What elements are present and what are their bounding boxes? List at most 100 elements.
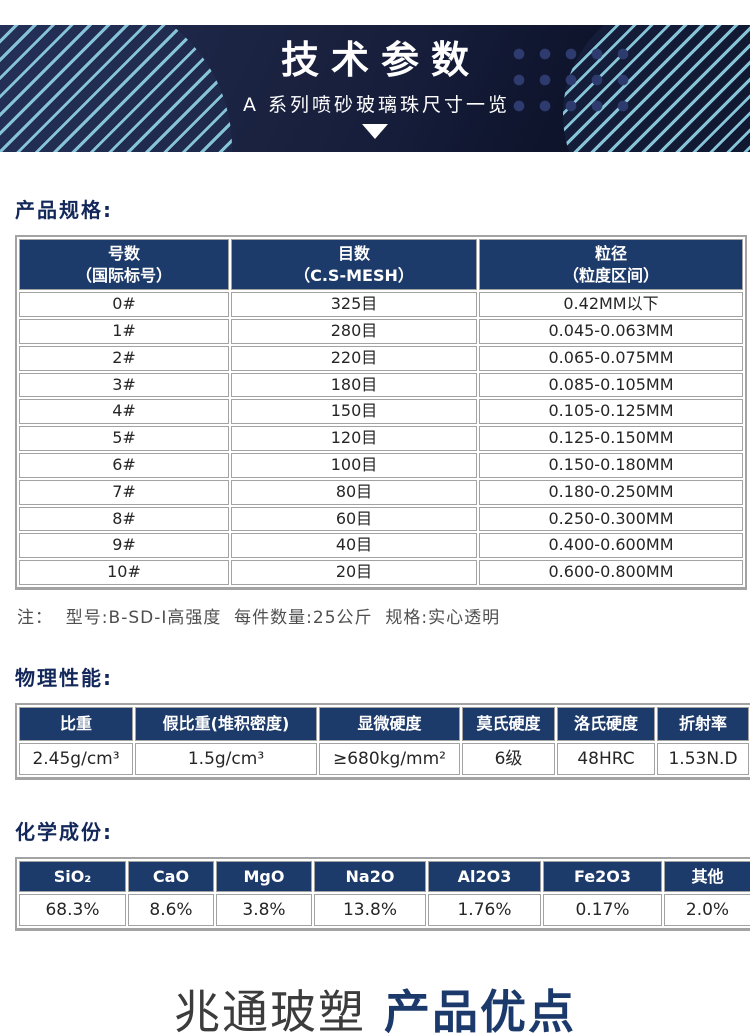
table-cell: 1# bbox=[19, 318, 229, 344]
table-cell: 80目 bbox=[231, 479, 477, 505]
table-cell: 150目 bbox=[231, 399, 477, 425]
table-row: 10# 20目 0.600-0.800MM bbox=[19, 560, 743, 585]
table-cell: 120目 bbox=[231, 426, 477, 451]
table-cell: 2.0% bbox=[664, 894, 750, 927]
table-cell: 1.76% bbox=[428, 894, 541, 927]
table-cell: 325目 bbox=[231, 292, 477, 317]
table-cell: 0# bbox=[19, 292, 229, 317]
table-cell: 0.17% bbox=[543, 894, 662, 927]
table-cell: 13.8% bbox=[314, 894, 426, 927]
table-row: 号数 （国际标号） 目数 （C.S-MESH） 粒径 （粒度区间） bbox=[19, 239, 743, 291]
table-row: 2.45g/cm³ 1.5g/cm³ ≥680kg/mm² 6级 48HRC 1.53N.… bbox=[19, 742, 749, 775]
table-cell: 3# bbox=[19, 372, 229, 398]
column-header-cell: 粒径 （粒度区间） bbox=[479, 239, 743, 291]
footer-title: 产品优点 bbox=[384, 985, 576, 1033]
physical-table-body: 2.45g/cm³ 1.5g/cm³ ≥680kg/mm² 6级 48HRC 1.53N.… bbox=[19, 742, 749, 775]
table-row: 0# 325目 0.42MM以下 bbox=[19, 292, 743, 317]
table-cell: 1.53N.D bbox=[657, 742, 749, 775]
table-cell: 48HRC bbox=[557, 742, 655, 775]
column-header-cell: SiO₂ bbox=[19, 860, 126, 893]
column-header-cell: 洛氏硬度 bbox=[557, 706, 655, 741]
main-content: 产品规格: 号数 （国际标号） 目数 （C.S-MESH） 粒径 （粒度区间） 0# 325… bbox=[0, 194, 750, 1033]
table-cell: 0.105-0.125MM bbox=[479, 399, 743, 425]
table-cell: 280目 bbox=[231, 318, 477, 344]
section-heading-chemical: 化学成份: bbox=[15, 819, 113, 844]
table-cell: 0.085-0.105MM bbox=[479, 372, 743, 398]
column-header-cell: Fe2O3 bbox=[543, 860, 662, 893]
table-row: 8# 60目 0.250-0.300MM bbox=[19, 506, 743, 532]
table-cell: 0.42MM以下 bbox=[479, 292, 743, 317]
table-cell: 3.8% bbox=[216, 894, 312, 927]
diagonal-stripes-circle-left bbox=[0, 25, 232, 152]
table-cell: 0.180-0.250MM bbox=[479, 479, 743, 505]
table-row: 3# 180目 0.085-0.105MM bbox=[19, 372, 743, 398]
table-cell: 20目 bbox=[231, 560, 477, 585]
table-row: 比重 假比重(堆积密度) 显微硬度 莫氏硬度 洛氏硬度 折射率 bbox=[19, 706, 749, 741]
table-cell: 2.45g/cm³ bbox=[19, 742, 133, 775]
table-row: 9# 40目 0.400-0.600MM bbox=[19, 533, 743, 559]
table-row: SiO₂ CaO MgO Na2O Al2O3 Fe2O3 其他 bbox=[19, 860, 750, 893]
column-header-cell: 其他 bbox=[664, 860, 750, 893]
column-header-cell: 显微硬度 bbox=[319, 706, 460, 741]
table-cell: 40目 bbox=[231, 533, 477, 559]
table-cell: 0.600-0.800MM bbox=[479, 560, 743, 585]
table-cell: 1.5g/cm³ bbox=[135, 742, 317, 775]
table-row: 1# 280目 0.045-0.063MM bbox=[19, 318, 743, 344]
table-row: 6# 100目 0.150-0.180MM bbox=[19, 452, 743, 478]
footer-title-line: 兆通玻塑 产品优点 bbox=[15, 987, 735, 1033]
table-cell: 0.125-0.150MM bbox=[479, 426, 743, 451]
table-row: 68.3% 8.6% 3.8% 13.8% 1.76% 0.17% 2.0% bbox=[19, 894, 750, 927]
table-cell: 68.3% bbox=[19, 894, 126, 927]
table-cell: 6级 bbox=[462, 742, 555, 775]
table-cell: 10# bbox=[19, 560, 229, 585]
spec-table-head: 号数 （国际标号） 目数 （C.S-MESH） 粒径 （粒度区间） bbox=[19, 239, 743, 291]
column-header-cell: 折射率 bbox=[657, 706, 749, 741]
table-cell: 100目 bbox=[231, 452, 477, 478]
product-spec-table: 号数 （国际标号） 目数 （C.S-MESH） 粒径 （粒度区间） 0# 325目 0.42M… bbox=[15, 235, 747, 590]
table-cell: 60目 bbox=[231, 506, 477, 532]
triangle-down-icon bbox=[362, 123, 388, 139]
table-cell: 8.6% bbox=[128, 894, 214, 927]
page-title: 技术参数 bbox=[280, 38, 481, 82]
spec-table-body: 0# 325目 0.42MM以下 1# 280目 0.045-0.063MM 2# 220目 0… bbox=[19, 292, 743, 585]
table-cell: 0.400-0.600MM bbox=[479, 533, 743, 559]
table-cell: 0.045-0.063MM bbox=[479, 318, 743, 344]
table-cell: 5# bbox=[19, 426, 229, 451]
table-cell: ≥680kg/mm² bbox=[319, 742, 460, 775]
physical-table-head: 比重 假比重(堆积密度) 显微硬度 莫氏硬度 洛氏硬度 折射率 bbox=[19, 706, 749, 741]
column-header-cell: CaO bbox=[128, 860, 214, 893]
table-cell: 180目 bbox=[231, 372, 477, 398]
column-header-cell: Na2O bbox=[314, 860, 426, 893]
physical-properties-table: 比重 假比重(堆积密度) 显微硬度 莫氏硬度 洛氏硬度 折射率 2.45g/cm³ 1.5g… bbox=[15, 702, 750, 780]
column-header-cell: Al2O3 bbox=[428, 860, 541, 893]
section-heading-physical: 物理性能: bbox=[15, 665, 113, 690]
chemical-table-head: SiO₂ CaO MgO Na2O Al2O3 Fe2O3 其他 bbox=[19, 860, 750, 893]
column-header-cell: 假比重(堆积密度) bbox=[135, 706, 317, 741]
table-cell: 6# bbox=[19, 452, 229, 478]
table-cell: 7# bbox=[19, 479, 229, 505]
section-heading-spec: 产品规格: bbox=[15, 198, 113, 222]
page-subtitle: A 系列喷砂玻璃珠尺寸一览 bbox=[242, 93, 511, 116]
table-row: 2# 220目 0.065-0.075MM bbox=[19, 345, 743, 371]
column-header-cell: 比重 bbox=[19, 706, 133, 741]
table-cell: 9# bbox=[19, 533, 229, 559]
table-row: 7# 80目 0.180-0.250MM bbox=[19, 479, 743, 505]
chemical-composition-table: SiO₂ CaO MgO Na2O Al2O3 Fe2O3 其他 68.3% 8.6% 3.8%… bbox=[15, 856, 750, 932]
table-cell: 220目 bbox=[231, 345, 477, 371]
column-header-cell: 目数 （C.S-MESH） bbox=[231, 239, 477, 291]
column-header-cell: 号数 （国际标号） bbox=[19, 239, 229, 291]
table-cell: 0.150-0.180MM bbox=[479, 452, 743, 478]
table-row: 4# 150目 0.105-0.125MM bbox=[19, 399, 743, 425]
header-banner: 技术参数 A 系列喷砂玻璃珠尺寸一览 bbox=[0, 25, 750, 152]
table-cell: 0.250-0.300MM bbox=[479, 506, 743, 532]
column-header-cell: MgO bbox=[216, 860, 312, 893]
table-cell: 8# bbox=[19, 506, 229, 532]
table-cell: 4# bbox=[19, 399, 229, 425]
table-row: 5# 120目 0.125-0.150MM bbox=[19, 426, 743, 451]
banner-content: 技术参数 A 系列喷砂玻璃珠尺寸一览 bbox=[0, 25, 750, 139]
brand-name: 兆通玻塑 bbox=[174, 985, 366, 1033]
spec-note: 注： 型号:B-SD-I高强度 每件数量:25公斤 规格:实心透明 bbox=[17, 607, 501, 628]
table-cell: 0.065-0.075MM bbox=[479, 345, 743, 371]
